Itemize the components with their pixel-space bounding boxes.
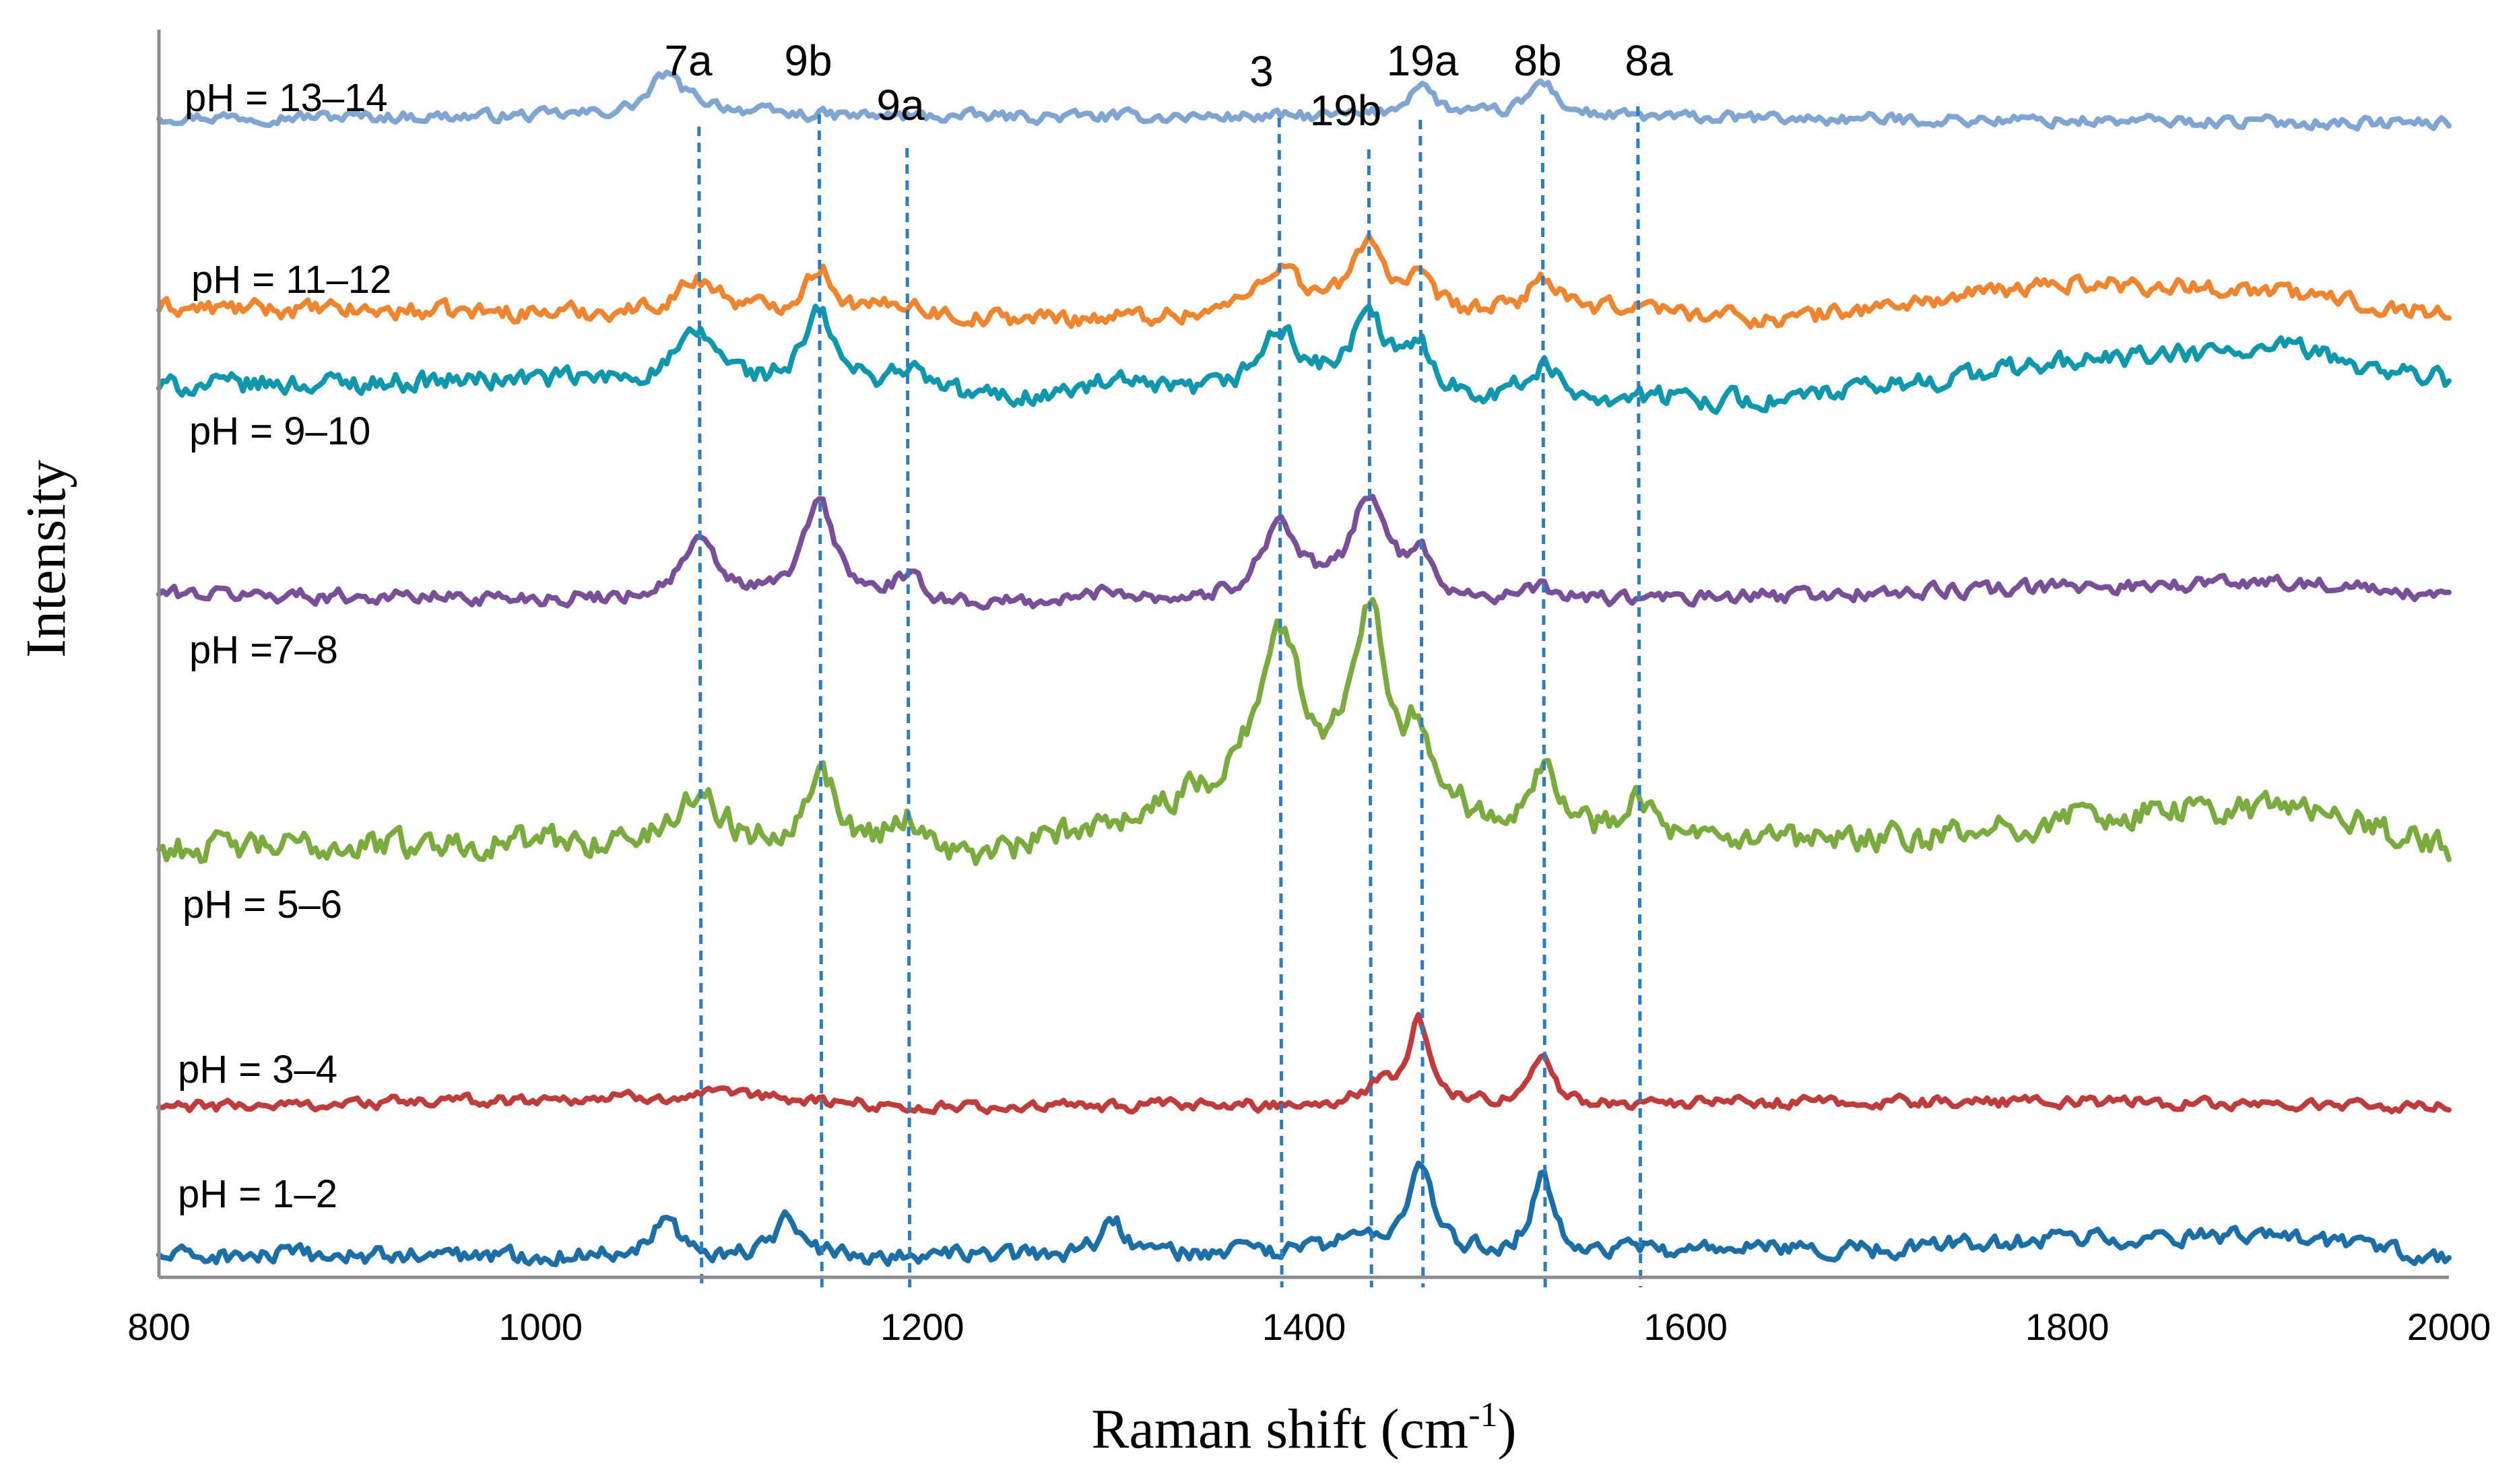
- series-label-1: pH = 13–14: [185, 76, 388, 120]
- series-line-1: [156, 69, 2452, 132]
- band-line-9a: [905, 147, 912, 1288]
- band-line-7a: [697, 126, 704, 1288]
- series-label-7: pH = 1–2: [178, 1172, 337, 1216]
- x-tick-label-800: 800: [127, 1306, 190, 1348]
- series-layer: [156, 69, 2452, 1268]
- series-line-4: [156, 494, 2452, 611]
- band-line-8b: [1540, 114, 1547, 1288]
- band-label-9b: 9b: [784, 36, 832, 85]
- x-tick-label-1800: 1800: [2025, 1306, 2109, 1348]
- series-label-2: pH = 11–12: [191, 258, 391, 302]
- x-tick-label-1000: 1000: [498, 1306, 583, 1348]
- band-label-7a: 7a: [664, 36, 713, 85]
- band-line-19a: [1418, 119, 1425, 1288]
- x-tick-label-1200: 1200: [880, 1306, 964, 1348]
- x-tick-label-1400: 1400: [1262, 1306, 1346, 1348]
- band-line-8a: [1636, 106, 1643, 1288]
- x-tick-label-layer: 800 1000 1200 1400 1600 1800 2000: [127, 1306, 2491, 1348]
- band-line-9b: [817, 114, 824, 1288]
- series-label-layer: pH = 13–14 pH = 11–12 pH = 9–10 pH =7–8 pH =…: [178, 76, 391, 1216]
- series-line-5: [156, 597, 2452, 867]
- series-label-3: pH = 9–10: [189, 409, 370, 453]
- series-label-4: pH =7–8: [189, 628, 338, 672]
- band-label-8a: 8a: [1625, 36, 1673, 85]
- axis-layer: [157, 30, 2449, 1279]
- series-label-5: pH = 5–6: [183, 883, 342, 926]
- series-line-2: [156, 233, 2452, 330]
- series-label-6: pH = 3–4: [178, 1048, 337, 1091]
- x-axis-title: Raman shift (cm-1): [1091, 1396, 1516, 1460]
- band-line-19b: [1367, 149, 1373, 1288]
- series-line-6: [156, 1011, 2452, 1116]
- x-tick-label-1600: 1600: [1643, 1306, 1728, 1348]
- band-label-9a: 9a: [876, 81, 925, 129]
- band-line-3: [1277, 117, 1284, 1288]
- band-label-19b: 19b: [1310, 86, 1382, 135]
- x-tick-label-2000: 2000: [2407, 1306, 2491, 1348]
- series-line-3: [156, 303, 2452, 415]
- series-line-7: [156, 1160, 2452, 1268]
- band-label-19a: 19a: [1387, 36, 1459, 85]
- band-label-8b: 8b: [1513, 36, 1561, 85]
- y-axis-title: Intensity: [15, 460, 77, 658]
- band-label-3: 3: [1249, 47, 1274, 96]
